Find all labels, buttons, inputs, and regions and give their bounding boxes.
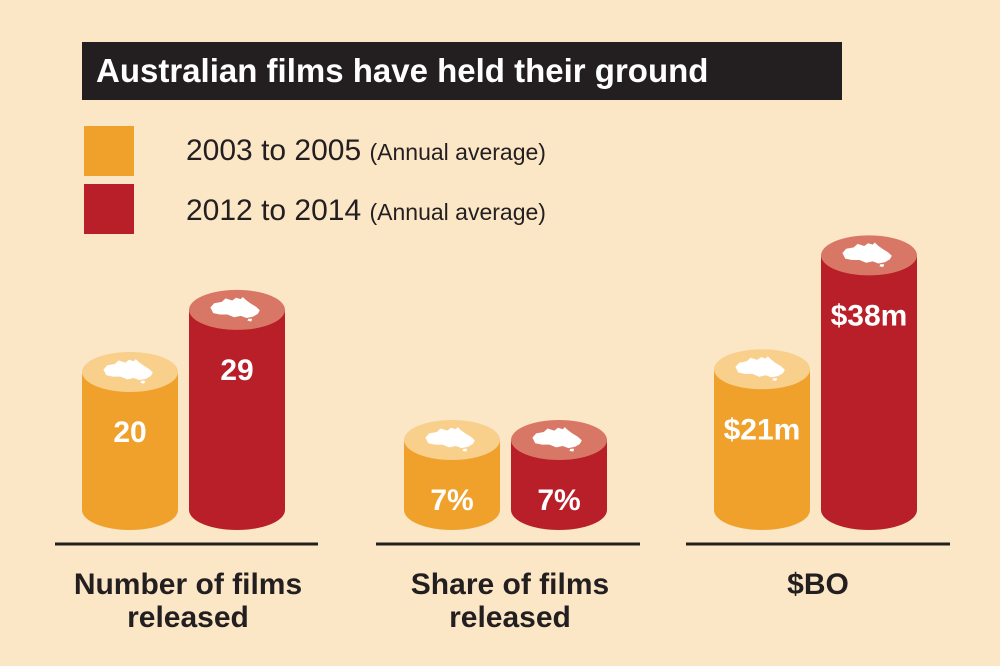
cylinder-base-g2-s0 <box>714 490 810 530</box>
group-label-box-office: $BO <box>787 568 849 601</box>
cylinder-base-g1-s0 <box>404 490 500 530</box>
australia-map-icon <box>532 427 582 452</box>
legend-label-2012: 2012 to 2014 <box>186 194 362 227</box>
legend-note-2003: (Annual average) <box>369 139 546 165</box>
group-label-films-released: Number of films released <box>73 568 303 634</box>
cylinder-base-g0-s0 <box>82 490 178 530</box>
australia-map-icon <box>842 242 892 267</box>
cylinder-body-g2-s0 <box>714 369 810 510</box>
cylinder-body-g0-s0 <box>82 372 178 510</box>
value-label-g0-s0: 20 <box>113 416 146 449</box>
legend-entry-2012: 2012 to 2014 (Annual average) <box>186 194 546 228</box>
australia-map-icon <box>103 359 153 384</box>
value-label-g1-s0: 7% <box>430 484 473 517</box>
cylinder-base-g2-s1 <box>821 490 917 530</box>
group-label-share-released: Share of films released <box>410 568 610 634</box>
legend-note-2012: (Annual average) <box>369 199 546 225</box>
legend-swatch-2003 <box>84 126 134 176</box>
australia-map-icon <box>425 427 475 452</box>
value-label-g2-s1: $38m <box>831 299 908 332</box>
australia-map-icon <box>210 297 260 322</box>
value-label-g0-s1: 29 <box>220 354 253 387</box>
legend-swatch-2012 <box>84 184 134 234</box>
value-label-g2-s0: $21m <box>724 413 801 446</box>
cylinder-base-g0-s1 <box>189 490 285 530</box>
value-label-g1-s1: 7% <box>537 484 580 517</box>
cylinder-body-g2-s1 <box>821 255 917 510</box>
australia-map-icon <box>735 356 785 381</box>
chart-title: Australian films have held their ground <box>82 42 842 100</box>
cylinder-base-g1-s1 <box>511 490 607 530</box>
cylinder-body-g0-s1 <box>189 309 285 510</box>
legend-entry-2003: 2003 to 2005 (Annual average) <box>186 134 546 168</box>
legend-label-2003: 2003 to 2005 <box>186 134 362 167</box>
